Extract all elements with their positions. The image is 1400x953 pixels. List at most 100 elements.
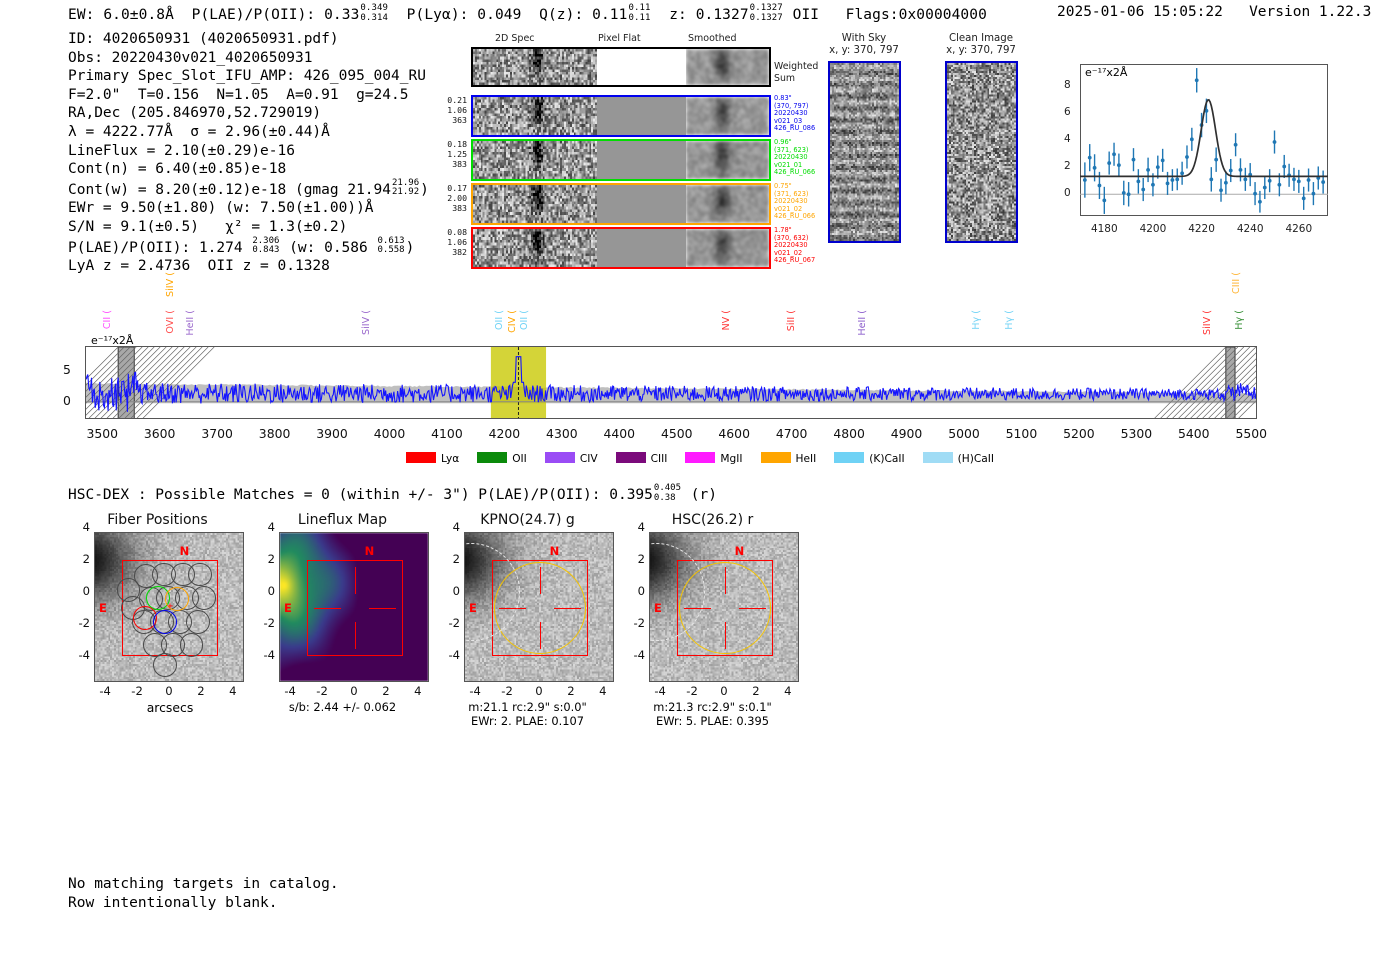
compass-east: E: [283, 600, 292, 615]
panel-caption-line: m:21.1 rc:2.9" s:0.0": [468, 700, 587, 714]
panel-xtick: -2: [131, 684, 143, 698]
panel-title: KPNO(24.7) g: [480, 512, 575, 528]
spectrum-xtick: 4300: [546, 426, 578, 441]
hscdex-bounds: 0.405 0.38: [653, 483, 681, 503]
cutout-smoothed-cell: [686, 185, 769, 223]
cutout-strip: Weighted Sum: [471, 47, 818, 87]
legend-label: MgII: [720, 453, 743, 465]
panel-xtick: 4: [599, 684, 607, 698]
fiber-circle: [188, 562, 213, 587]
spectrum-xtick: 3700: [201, 426, 233, 441]
cutout-strip-frame: [471, 183, 771, 225]
panel-xtick: 2: [567, 684, 575, 698]
spectrum-emission-label: CII (: [101, 310, 113, 330]
panel-ytick: 0: [82, 584, 90, 598]
spectrum-emission-label: SiIV (: [360, 310, 372, 335]
spectrum-svg: [86, 347, 1256, 418]
cutout-panel: Lineflux Map N E -4 -4 -2 -2 0 0 2 2 4 4 s/b: 2.44 +/…: [245, 512, 440, 714]
fiber-circle: [179, 632, 204, 657]
spectrum-emission-label: OVI (: [165, 310, 177, 334]
legend-item: CIV: [544, 452, 598, 465]
panel-ytick: 2: [452, 552, 460, 567]
linefit-ytick: 8: [1064, 78, 1071, 91]
panel-ytick: 4: [637, 520, 645, 535]
cutout-strip-right-labels: 1.78" (370, 632) 20220430 v021_02 426_RU_067: [774, 226, 816, 265]
info-ewr: EWr = 9.50(±1.80) (w: 7.50(±1.00))Å: [68, 200, 374, 217]
panel-axis-ticks: -4 -4 -2 -2 0 0 2 2 4 4: [60, 520, 255, 700]
compass-east: E: [98, 600, 107, 615]
legend-label: HeII: [795, 453, 817, 465]
lineflux-map-canvas: [280, 533, 428, 681]
header-timestamp: 2025-01-06 15:05:22: [1057, 4, 1223, 20]
linefit-plot-area: [1080, 64, 1328, 216]
legend-item: Lyα: [406, 452, 459, 465]
header-version: Version 1.22.3: [1249, 4, 1372, 20]
linefit-xtick: 4220: [1188, 223, 1215, 235]
linefit-xtick: 4180: [1090, 223, 1118, 235]
spectrum-xtick: 4700: [775, 426, 808, 441]
cutout-2dspec-cell: [473, 49, 598, 85]
legend-swatch: [922, 452, 953, 463]
panel-ytick: -4: [263, 647, 275, 662]
linefit-xtick: 4200: [1139, 223, 1167, 235]
info-primary-spec: Primary Spec_Slot_IFU_AMP: 426_095_004_R…: [68, 68, 426, 85]
panel-ytick: 2: [267, 552, 275, 567]
info-id: ID: 4020650931 (4020650931.pdf): [68, 31, 339, 47]
legend-swatch: [477, 452, 508, 463]
panel-xtick: 0: [165, 684, 173, 698]
header-plya: P(Lyα): 0.049: [406, 7, 522, 24]
info-sn-chi2: S/N = 9.1(±0.5) χ² = 1.3(±0.2): [68, 219, 348, 235]
panel-title: Lineflux Map: [297, 512, 388, 528]
panel-xtick: -4: [469, 684, 481, 698]
thumbnail-title: With Sky: [841, 33, 887, 44]
info-seeing-params: F=2.0" T=0.156 N=1.05 A=0.91 g=24.5: [68, 86, 409, 103]
panel-xtick: -4: [284, 684, 296, 698]
cutout-2dspec-cell: [473, 97, 598, 135]
panel-xtick: 4: [414, 684, 422, 698]
spectrum-emission-label: CIII (: [1231, 272, 1243, 294]
linefit-xtick: 4260: [1285, 223, 1313, 235]
linefit-ytick: 0: [1064, 187, 1071, 200]
fiber-circle: [153, 653, 178, 678]
thumbnail-coords: x, y: 370, 797: [946, 45, 1016, 56]
aperture-box: [307, 560, 403, 656]
crosshair-segment: [355, 566, 357, 594]
legend-item: HeII: [760, 452, 817, 465]
object-info-block: ID: 4020650931 (4020650931.pdf) Obs: 202…: [68, 30, 429, 276]
panel-xtick: -4: [99, 684, 111, 698]
panel-xtick: 2: [382, 684, 390, 698]
cutout-panel: Fiber Positions N E + -4 -4 -2 -2 0 0 2 2 4 4 arcsecs: [60, 512, 255, 715]
cutout-strip-left-labels: 0.17 2.00 383: [447, 183, 467, 214]
legend-label: (K)CaII: [869, 453, 905, 465]
header-flags: Flags:0x00004000: [845, 7, 987, 24]
panel-title: HSC(26.2) r: [671, 512, 754, 528]
header-qz-bounds: 0.11 0.11: [628, 3, 651, 23]
panel-xtick: 0: [535, 684, 543, 698]
spectrum-emission-label: Hγ (: [970, 310, 982, 330]
panel-ytick: 4: [82, 520, 90, 535]
info-plae-poii: P(LAE)/P(OII): 1.274 2.306 0.843 (w: 0.58…: [68, 235, 415, 256]
legend-label: (H)CaII: [957, 453, 994, 465]
spectrum-emission-label: Hγ (: [1003, 310, 1015, 330]
linefit-svg: [1080, 68, 1328, 214]
legend-item: CIII: [615, 452, 667, 465]
spectrum-emission-label: SiIV (: [165, 272, 177, 297]
cutout-pixelflat-cell: [597, 185, 687, 223]
panel-ytick: -4: [448, 647, 460, 662]
legend-swatch: [834, 452, 865, 463]
panel-xtick: 4: [784, 684, 792, 698]
crosshair-segment: [313, 608, 341, 610]
spectrum-ytick: 5: [63, 362, 71, 378]
header-summary-line: EW: 6.0±0.8Å P(LAE)/P(OII): 0.33 0.349 0.3…: [68, 3, 987, 24]
spectrum-emission-label: SiIV (: [1201, 310, 1213, 335]
spectrum-ytick: 0: [63, 392, 71, 408]
panel-xtick: 2: [752, 684, 760, 698]
cutout-weighted-sum-label: Weighted Sum: [774, 61, 819, 84]
spectrum-xtick: 4200: [488, 426, 521, 441]
hscdex-suffix: (r): [690, 487, 717, 504]
panel-ytick: -2: [78, 615, 90, 630]
cutout-strip-right-labels: 0.96" (371, 623) 20220430 v021_01 426_RU_066: [774, 138, 816, 177]
info-radec: RA,Dec (205.846970,52.729019): [68, 105, 322, 122]
panel-xtick: -4: [654, 684, 666, 698]
spectrum-xtick: 3500: [86, 426, 119, 441]
